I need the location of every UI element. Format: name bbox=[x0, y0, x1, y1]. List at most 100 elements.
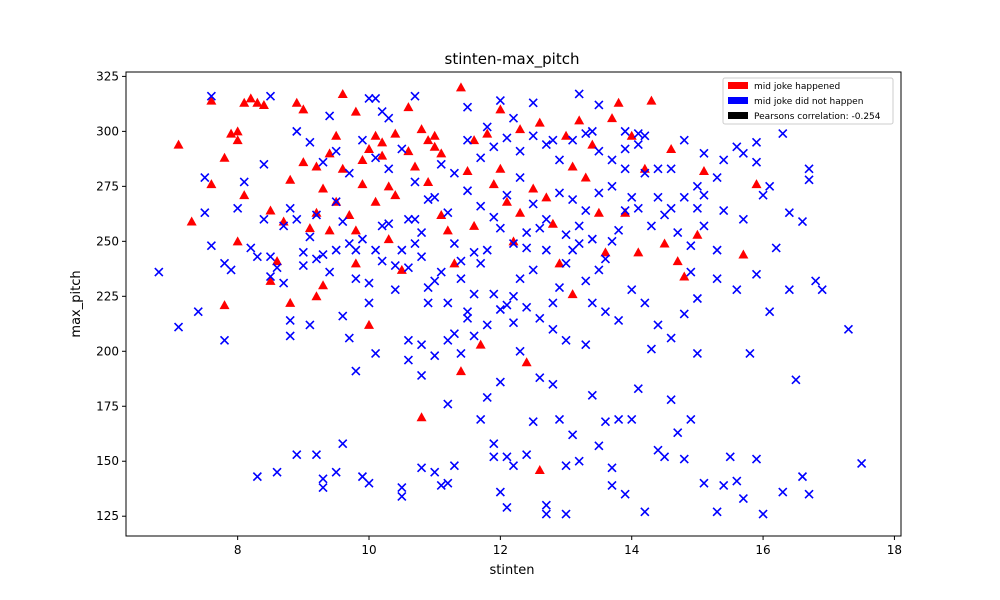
legend-swatch bbox=[728, 82, 748, 89]
x-point bbox=[535, 373, 545, 383]
x-point bbox=[502, 190, 512, 200]
x-point bbox=[804, 489, 814, 499]
y-tick-label: 225 bbox=[96, 289, 119, 303]
x-point bbox=[272, 263, 282, 273]
x-point bbox=[325, 111, 335, 121]
x-point bbox=[699, 221, 709, 231]
x-point bbox=[502, 300, 512, 310]
x-point bbox=[371, 153, 381, 163]
x-point bbox=[154, 267, 164, 277]
triangle-point bbox=[318, 183, 329, 193]
triangle-point bbox=[567, 161, 578, 171]
x-point bbox=[594, 265, 604, 275]
triangle-point bbox=[442, 225, 453, 235]
triangle-point bbox=[390, 128, 401, 138]
x-point bbox=[456, 274, 466, 284]
x-point bbox=[686, 267, 696, 277]
triangle-point bbox=[567, 289, 578, 299]
x-point bbox=[495, 487, 505, 497]
x-point bbox=[673, 227, 683, 238]
triangle-point bbox=[232, 126, 243, 136]
x-point bbox=[449, 461, 459, 471]
x-point bbox=[673, 428, 683, 438]
legend-box bbox=[722, 77, 894, 125]
x-point bbox=[489, 142, 499, 152]
x-point bbox=[331, 146, 341, 156]
x-point bbox=[600, 254, 611, 264]
x-point bbox=[377, 107, 387, 117]
triangle-point bbox=[403, 146, 414, 156]
x-point bbox=[416, 340, 427, 350]
x-point bbox=[344, 333, 354, 343]
x-point bbox=[423, 282, 433, 293]
x-point bbox=[416, 227, 427, 238]
x-point bbox=[548, 324, 558, 334]
x-point bbox=[587, 298, 597, 308]
triangle-point bbox=[364, 143, 375, 153]
x-point bbox=[384, 164, 394, 174]
y-tick-label: 300 bbox=[96, 124, 119, 138]
x-point bbox=[548, 379, 558, 389]
x-point bbox=[614, 225, 624, 235]
x-point bbox=[548, 135, 558, 145]
x-point bbox=[791, 375, 801, 385]
x-point bbox=[443, 399, 453, 409]
x-point bbox=[351, 366, 361, 376]
triangle-point bbox=[580, 172, 591, 182]
x-point bbox=[489, 452, 499, 462]
x-axis-label: stinten bbox=[489, 563, 534, 578]
x-point bbox=[607, 463, 617, 473]
x-point bbox=[495, 96, 505, 106]
x-point bbox=[712, 507, 722, 517]
x-point bbox=[535, 313, 545, 323]
x-point bbox=[594, 146, 604, 156]
x-point bbox=[522, 302, 532, 312]
x-point bbox=[561, 509, 571, 519]
x-point bbox=[482, 245, 492, 255]
x-point bbox=[679, 135, 689, 145]
triangle-point bbox=[626, 130, 637, 140]
x-point bbox=[206, 241, 216, 251]
x-point bbox=[233, 203, 243, 213]
x-point bbox=[292, 450, 302, 460]
x-point bbox=[416, 370, 427, 381]
triangle-point bbox=[285, 297, 296, 307]
x-point bbox=[462, 102, 473, 112]
triangle-point bbox=[751, 179, 762, 189]
x-point bbox=[351, 274, 361, 284]
x-tick-label: 12 bbox=[493, 543, 508, 557]
triangle-point bbox=[455, 82, 466, 92]
x-point bbox=[403, 214, 413, 224]
x-point bbox=[679, 309, 689, 319]
x-point bbox=[364, 93, 374, 103]
x-point bbox=[679, 454, 689, 464]
legend-swatch bbox=[728, 112, 748, 119]
triangle-point bbox=[219, 152, 230, 162]
x-point bbox=[410, 214, 420, 224]
triangle-point bbox=[258, 99, 269, 109]
x-point bbox=[640, 298, 650, 308]
triangle-point bbox=[232, 236, 243, 246]
triangle-point bbox=[370, 130, 381, 140]
triangle-point bbox=[206, 95, 217, 105]
triangle-point bbox=[429, 130, 440, 140]
triangle-point bbox=[692, 229, 703, 239]
x-point bbox=[804, 164, 814, 174]
triangle-point bbox=[219, 300, 230, 310]
x-point bbox=[607, 480, 617, 490]
x-point bbox=[797, 216, 808, 227]
x-point bbox=[403, 355, 413, 365]
triangle-point bbox=[534, 117, 545, 127]
x-point bbox=[561, 258, 571, 268]
x-point bbox=[653, 320, 663, 330]
x-point bbox=[784, 285, 794, 295]
x-point bbox=[515, 346, 525, 356]
x-point bbox=[508, 238, 519, 249]
x-point bbox=[502, 502, 512, 512]
x-point bbox=[403, 335, 413, 345]
plot-marks bbox=[154, 82, 867, 519]
x-point bbox=[587, 126, 597, 136]
x-point bbox=[430, 351, 440, 361]
x-point bbox=[765, 307, 775, 317]
x-point bbox=[502, 133, 512, 143]
